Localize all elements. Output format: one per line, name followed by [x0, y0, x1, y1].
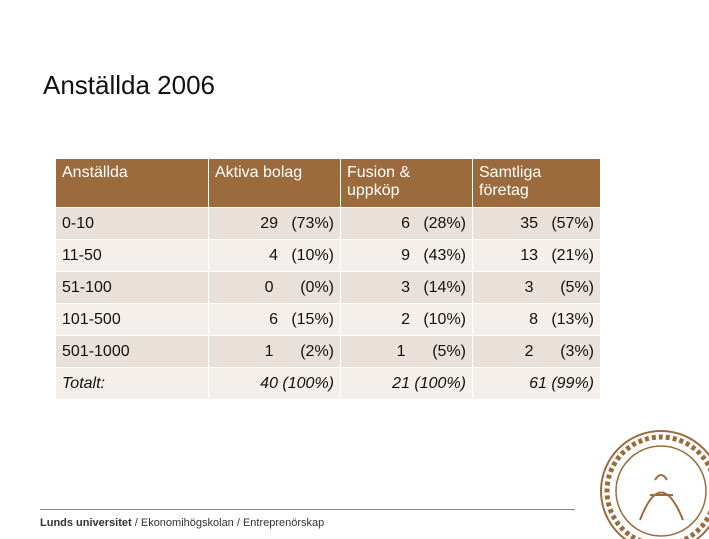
seal-ring — [600, 430, 709, 539]
value-cell: 3 (5%) — [472, 271, 601, 304]
value-cell: 35 (57%) — [472, 207, 601, 240]
table-row: Totalt: 40 (100%) 21 (100%) 61 (99%) — [55, 367, 601, 400]
table-row: 101-500 6 (15%) 2 (10%) 8 (13%) — [55, 303, 601, 336]
value-cell: 1 (5%) — [340, 335, 473, 368]
seal-logo — [600, 430, 709, 539]
value-cell: 2 (10%) — [340, 303, 473, 336]
value-cell: 3 (14%) — [340, 271, 473, 304]
value-cell: 9 (43%) — [340, 239, 473, 272]
data-table: Anställda Aktiva bolag Fusion & uppköp Samt… — [55, 158, 601, 400]
header-row: Anställda Aktiva bolag Fusion & uppköp Samt… — [55, 158, 601, 208]
table-row: 0-10 29 (73%) 6 (28%) 35 (57%) — [55, 207, 601, 240]
column-header: Anställda — [55, 158, 209, 208]
footer-rule — [40, 509, 575, 510]
row-label: 11-50 — [55, 239, 209, 272]
row-label: 0-10 — [55, 207, 209, 240]
table-row: 51-100 0 (0%) 3 (14%) 3 (5%) — [55, 271, 601, 304]
footer-org: Lunds universitet — [40, 517, 132, 529]
column-header: Aktiva bolag — [208, 158, 341, 208]
column-header: Samtliga företag — [472, 158, 601, 208]
row-label: 51-100 — [55, 271, 209, 304]
value-cell: 0 (0%) — [208, 271, 341, 304]
value-cell: 13 (21%) — [472, 239, 601, 272]
value-cell: 21 (100%) — [340, 367, 473, 400]
slide-title: Anställda 2006 — [43, 70, 216, 100]
value-cell: 8 (13%) — [472, 303, 601, 336]
seal-figure — [639, 474, 684, 521]
row-label: Totalt: — [55, 367, 209, 400]
value-cell: 6 (28%) — [340, 207, 473, 240]
table-row: 501-1000 1 (2%) 1 (5%) 2 (3%) — [55, 335, 601, 368]
value-cell: 61 (99%) — [472, 367, 601, 400]
value-cell: 4 (10%) — [208, 239, 341, 272]
value-cell: 6 (15%) — [208, 303, 341, 336]
value-cell: 29 (73%) — [208, 207, 341, 240]
row-label: 101-500 — [55, 303, 209, 336]
value-cell: 1 (2%) — [208, 335, 341, 368]
table-body: 0-10 29 (73%) 6 (28%) 35 (57%) 11-50 4 (10%) 9… — [55, 207, 601, 400]
table-row: 11-50 4 (10%) 9 (43%) 13 (21%) — [55, 239, 601, 272]
footer-path: / Ekonomihögskolan / Entreprenörskap — [131, 517, 325, 529]
value-cell: 2 (3%) — [472, 335, 601, 368]
seal-lettering — [604, 434, 709, 539]
row-label: 501-1000 — [55, 335, 209, 368]
footer: Lunds universitet / Ekonomihögskolan / E… — [40, 517, 324, 529]
column-header: Fusion & uppköp — [340, 158, 473, 208]
seal-ring — [615, 445, 707, 537]
value-cell: 40 (100%) — [208, 367, 341, 400]
